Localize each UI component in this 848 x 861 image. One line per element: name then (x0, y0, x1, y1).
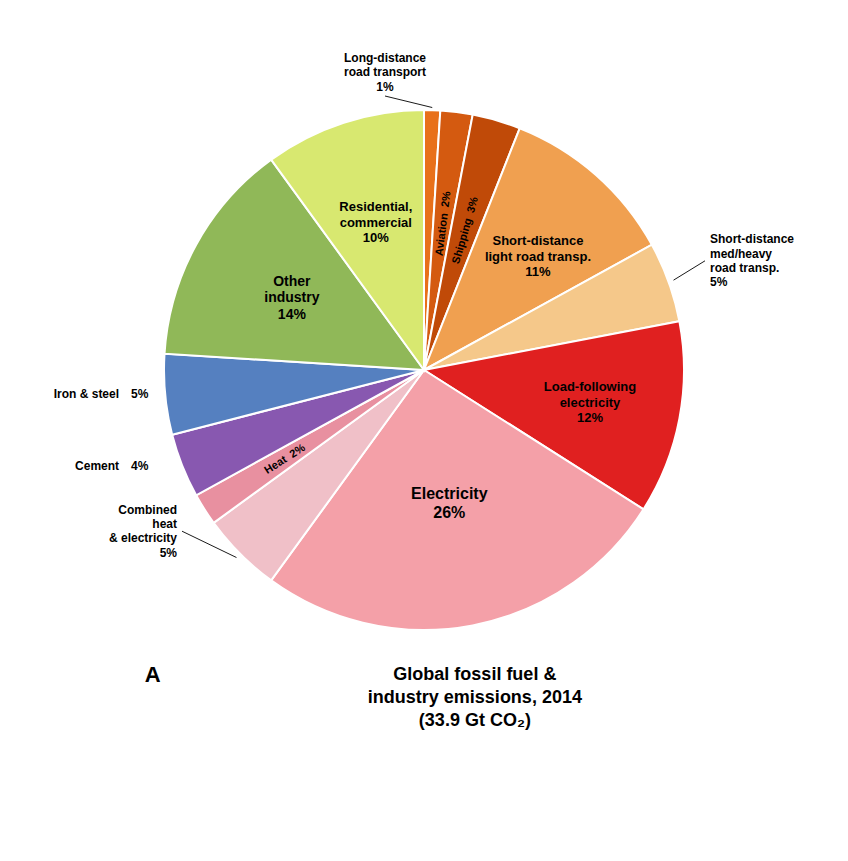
slice-label: Load-followingelectricity (544, 379, 636, 410)
slice-label: Aviation (432, 212, 449, 256)
slice-label-line: Load-following (544, 379, 636, 394)
slice-label-line: Residential, (339, 199, 412, 214)
slice-label-line: heat (152, 517, 177, 531)
slice-label-line: road transp. (710, 261, 779, 275)
data-label: 5% (710, 275, 728, 289)
leader-line (674, 261, 705, 280)
data-label: 3% (464, 195, 480, 214)
slice-label: Iron & steel (54, 387, 119, 401)
data-label: 26% (433, 504, 465, 521)
slice-label-line: & electricity (109, 531, 177, 545)
slice-label-line: Long-distance (344, 51, 426, 65)
slice-label: Short-distancemed/heavyroad transp. (710, 232, 794, 275)
leader-line (385, 96, 432, 108)
pie: Long-distanceroad transport1%Aviation2%S… (54, 51, 795, 630)
data-label: 4% (131, 459, 149, 473)
radial-label: Shipping 3% (449, 195, 480, 265)
slice-label: Heat (262, 453, 289, 476)
slice-label-line: road transport (344, 65, 426, 79)
slice-label-line: Other (273, 273, 311, 289)
slice-label: Shipping (449, 216, 474, 265)
slice-label-line: Short-distance (710, 232, 794, 246)
slice-label: Long-distanceroad transport (344, 51, 426, 79)
data-label: 5% (160, 546, 178, 560)
data-label: 14% (278, 306, 307, 322)
radial-label: Aviation 2% (432, 190, 452, 256)
labels: Long-distanceroad transport1%Aviation2%S… (54, 51, 795, 560)
chart-title-line: Global fossil fuel & (393, 664, 556, 684)
chart-title: Global fossil fuel & industry emissions, … (368, 664, 582, 730)
slices (164, 110, 684, 630)
slice-label-line: commercial (340, 214, 412, 229)
radial-label: Heat2% (262, 441, 307, 476)
slice-label: Combinedheat& electricity (109, 503, 177, 546)
slice-label-line: Short-distance (492, 233, 583, 248)
data-label: 12% (577, 410, 603, 425)
slice-label-line: Electricity (411, 485, 488, 502)
slice-label-line: Combined (118, 503, 177, 517)
slice-label: Electricity (411, 485, 488, 502)
data-label: 10% (363, 230, 389, 245)
data-label: 1% (376, 80, 394, 94)
slice-label: Residential,commercial (339, 199, 412, 230)
leader-line (182, 531, 236, 557)
slice-label: Otherindustry (264, 273, 319, 306)
data-label: 2% (287, 441, 307, 460)
data-label: 11% (525, 264, 551, 279)
chart: Long-distanceroad transport1%Aviation2%S… (0, 0, 848, 861)
data-label: 2% (439, 190, 453, 207)
slice-label: Short-distancelight road transp. (485, 233, 591, 264)
slice-label-line: electricity (560, 394, 621, 409)
chart-title-line: industry emissions, 2014 (368, 687, 582, 707)
slice-label-line: light road transp. (485, 249, 591, 264)
panel-label: A (145, 662, 161, 687)
chart-container: Long-distanceroad transport1%Aviation2%S… (0, 0, 848, 861)
pie-slice (271, 110, 424, 370)
slice-label: Cement (75, 459, 119, 473)
slice-label-line: industry (264, 289, 319, 305)
data-label: 5% (131, 387, 149, 401)
chart-title-line: (33.9 Gt CO₂) (419, 710, 531, 730)
slice-label-line: med/heavy (710, 247, 772, 261)
